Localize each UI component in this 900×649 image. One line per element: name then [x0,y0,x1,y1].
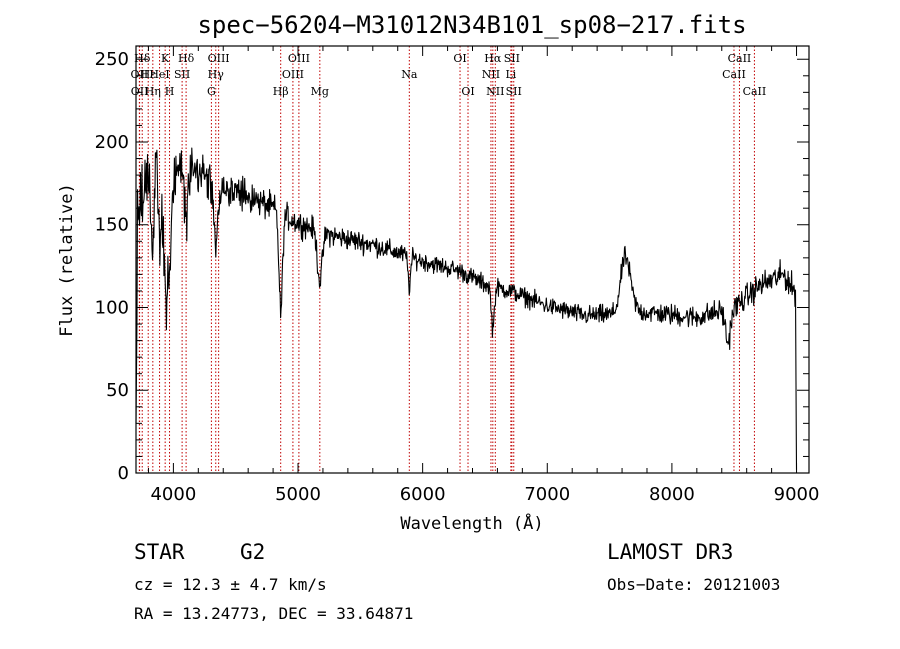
spectral-line-label: Li [505,68,516,81]
obs-date: Obs−Date: 20121003 [607,575,780,594]
spectrum-line [135,147,798,470]
spectral-line-label: Na [401,68,418,81]
y-axis-label: Flux (relative) [57,183,77,337]
redshift-readout: cz = 12.3 ± 4.7 km/s [134,575,327,594]
spectral-line-markers [138,46,755,473]
spectral-line-label: SII [506,85,522,98]
x-tick-label: 5000 [275,484,321,505]
spectral-line-label: Hδ [178,52,195,65]
spectral-line-label: OI [461,85,474,98]
spectral-line-label: OIII [208,52,230,65]
x-tick-label: 7000 [524,484,570,505]
spectral-line-label: Hα [484,52,502,65]
x-tick-label: 6000 [400,484,446,505]
chart-title: spec−56204−M31012N34B101_sp08−217.fits [197,11,746,39]
y-tick-label: 100 [95,297,129,318]
spectral-line-label: OII [131,68,149,81]
coordinates: RA = 13.24773, DEC = 33.64871 [134,604,413,623]
spectral-line-label: NII [482,68,500,81]
spectral-line-label: OIII [282,68,304,81]
y-tick-label: 150 [95,215,129,236]
x-tick-label: 8000 [649,484,695,505]
axis-ticks [136,46,809,474]
object-class: STAR [134,540,185,564]
spectral-line-label: CaII [722,68,746,81]
spectral-line-label: H [165,85,175,98]
spectral-line-label: K [161,52,170,65]
spectral-line-label: Hη [145,85,161,98]
spectral-line-label: CaII [743,85,767,98]
x-axis-label: Wavelength (Å) [400,512,543,534]
y-tick-label: 250 [95,49,129,70]
y-tick-label: 200 [95,132,129,153]
spectral-line-label: Mg [311,85,329,98]
x-tick-label: 4000 [150,484,196,505]
spectral-line-label: HeI [149,68,169,81]
y-tick-label: 0 [118,463,129,484]
x-tick-label: 9000 [774,484,820,505]
spectral-line-label: Hδ [134,52,151,65]
spectral-line-label: OII [131,85,149,98]
survey-name: LAMOST DR3 [607,540,733,564]
plot-frame [135,45,810,474]
y-tick-label: 50 [106,380,129,401]
object-subclass: G2 [240,540,265,564]
spectral-line-label: Hε [141,68,157,81]
spectral-line-label: NII [486,85,504,98]
spectral-line-label: OIII [288,52,310,65]
spectral-line-label: SII [174,68,190,81]
spectral-line-label: CaII [728,52,752,65]
y-tick-labels: 0 50 100 150 200 250 [95,49,129,484]
spectral-line-label: Hγ [208,68,225,81]
spectral-line-label: Hβ [273,85,289,98]
spectral-line-label: G [207,85,216,98]
spectral-line-label: SII [504,52,520,65]
x-tick-labels: 4000 5000 6000 7000 8000 9000 [150,484,819,505]
spectral-line-label: OI [453,52,466,65]
